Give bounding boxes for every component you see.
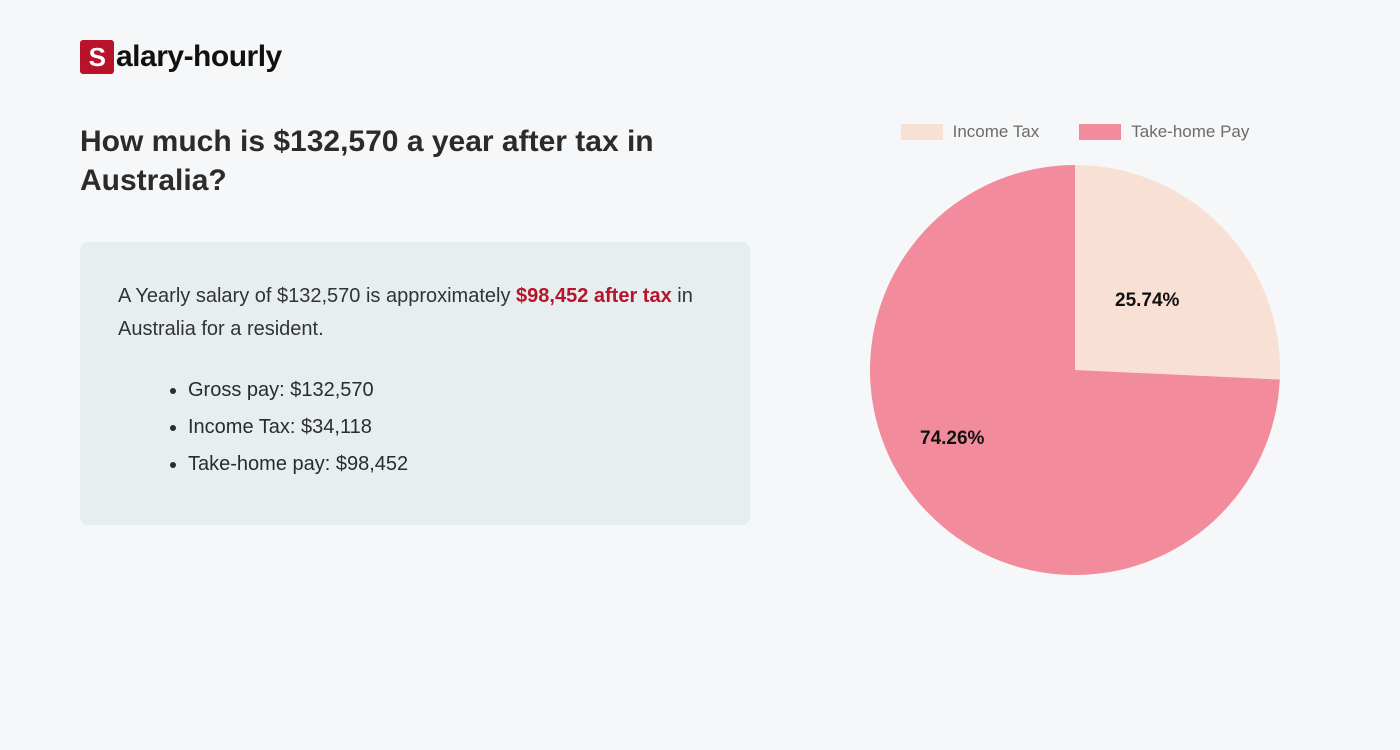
page-title: How much is $132,570 a year after tax in… <box>80 122 750 200</box>
summary-highlight: $98,452 after tax <box>516 285 672 307</box>
chart-legend: Income Tax Take-home Pay <box>901 122 1250 142</box>
legend-swatch <box>1079 124 1121 140</box>
slice-label-income-tax: 25.74% <box>1115 290 1179 312</box>
legend-item-income-tax: Income Tax <box>901 122 1040 142</box>
legend-label: Income Tax <box>953 122 1040 142</box>
legend-swatch <box>901 124 943 140</box>
logo-badge: S <box>80 40 114 74</box>
logo-text: alary-hourly <box>116 40 282 74</box>
legend-label: Take-home Pay <box>1131 122 1249 142</box>
slice-label-take-home: 74.26% <box>920 428 984 450</box>
list-item: Take-home pay: $98,452 <box>188 446 712 483</box>
summary-card: A Yearly salary of $132,570 is approxima… <box>80 242 750 525</box>
logo: Salary-hourly <box>80 40 1320 74</box>
summary-text: A Yearly salary of $132,570 is approxima… <box>118 280 712 346</box>
page: Salary-hourly How much is $132,570 a yea… <box>0 0 1400 620</box>
pie-chart: 25.74% 74.26% <box>865 160 1285 580</box>
pie-svg <box>865 160 1285 580</box>
breakdown-list: Gross pay: $132,570 Income Tax: $34,118 … <box>118 372 712 483</box>
list-item: Income Tax: $34,118 <box>188 409 712 446</box>
legend-item-take-home: Take-home Pay <box>1079 122 1249 142</box>
list-item: Gross pay: $132,570 <box>188 372 712 409</box>
content-row: How much is $132,570 a year after tax in… <box>80 122 1320 580</box>
left-column: How much is $132,570 a year after tax in… <box>80 122 750 580</box>
chart-column: Income Tax Take-home Pay 25.74% 74.26% <box>830 122 1320 580</box>
summary-prefix: A Yearly salary of $132,570 is approxima… <box>118 285 516 307</box>
